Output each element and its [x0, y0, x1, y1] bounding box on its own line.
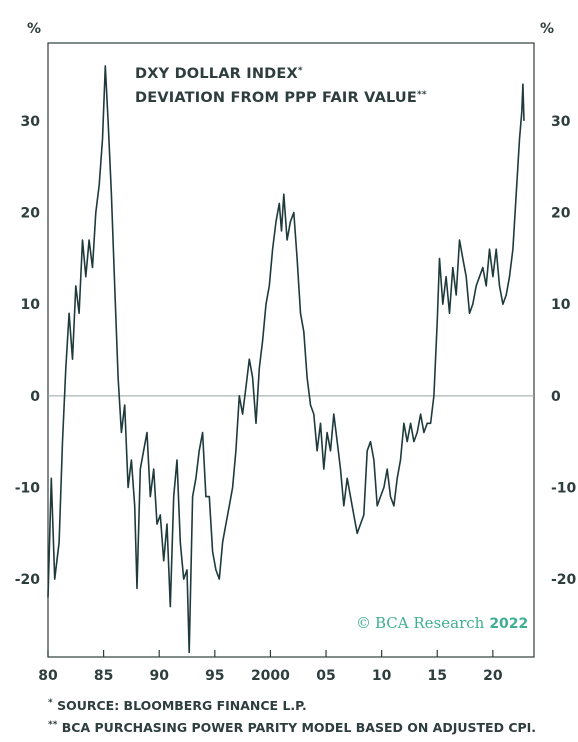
x-tick-label: 85 — [94, 668, 113, 684]
x-tick-label: 10 — [372, 668, 392, 684]
footnote-ppp-model: ** BCA PURCHASING POWER PARITY MODEL BAS… — [48, 720, 537, 736]
y-unit-right: % — [540, 21, 554, 37]
series-line-dxy-deviation — [47, 65, 525, 654]
y-axis-right: 30 20 10 0 -10 -20 — [551, 114, 577, 588]
y-tick-right-label: 30 — [551, 114, 571, 130]
y-tick-right-label: 10 — [551, 297, 571, 313]
x-tick-label: 80 — [38, 668, 58, 684]
y-tick-left-label: 30 — [21, 114, 41, 130]
y-tick-right-label: -10 — [551, 480, 577, 496]
y-tick-left-label: 10 — [21, 297, 41, 313]
y-axis-left: 30 20 10 0 -10 -20 — [15, 114, 41, 588]
x-tick-label: 05 — [316, 668, 335, 684]
y-tick-right-label: 20 — [551, 206, 571, 222]
x-tick-label: 95 — [205, 668, 224, 684]
chart-title-line1: DXY DOLLAR INDEX* — [135, 66, 303, 82]
plot-frame — [47, 42, 535, 658]
x-tick-label: 2000 — [251, 668, 290, 684]
y-tick-left-label: -20 — [15, 572, 41, 588]
x-tick-label: 90 — [149, 668, 169, 684]
footnote-source: * SOURCE: BLOOMBERG FINANCE L.P. — [48, 698, 307, 714]
x-tick-label: 20 — [483, 668, 503, 684]
x-axis: 80 85 90 95 2000 05 10 15 20 — [38, 650, 503, 684]
x-tick-label: 15 — [428, 668, 447, 684]
chart-title-line2: DEVIATION FROM PPP FAIR VALUE** — [135, 90, 427, 106]
y-tick-right-label: -20 — [551, 572, 577, 588]
brand-label: © BCA Research 2022 — [356, 614, 528, 632]
y-tick-left-label: -10 — [15, 480, 41, 496]
y-tick-left-label: 0 — [30, 389, 40, 405]
y-tick-right-label: 0 — [551, 389, 561, 405]
y-tick-left-label: 20 — [21, 206, 41, 222]
y-unit-left: % — [27, 21, 41, 37]
